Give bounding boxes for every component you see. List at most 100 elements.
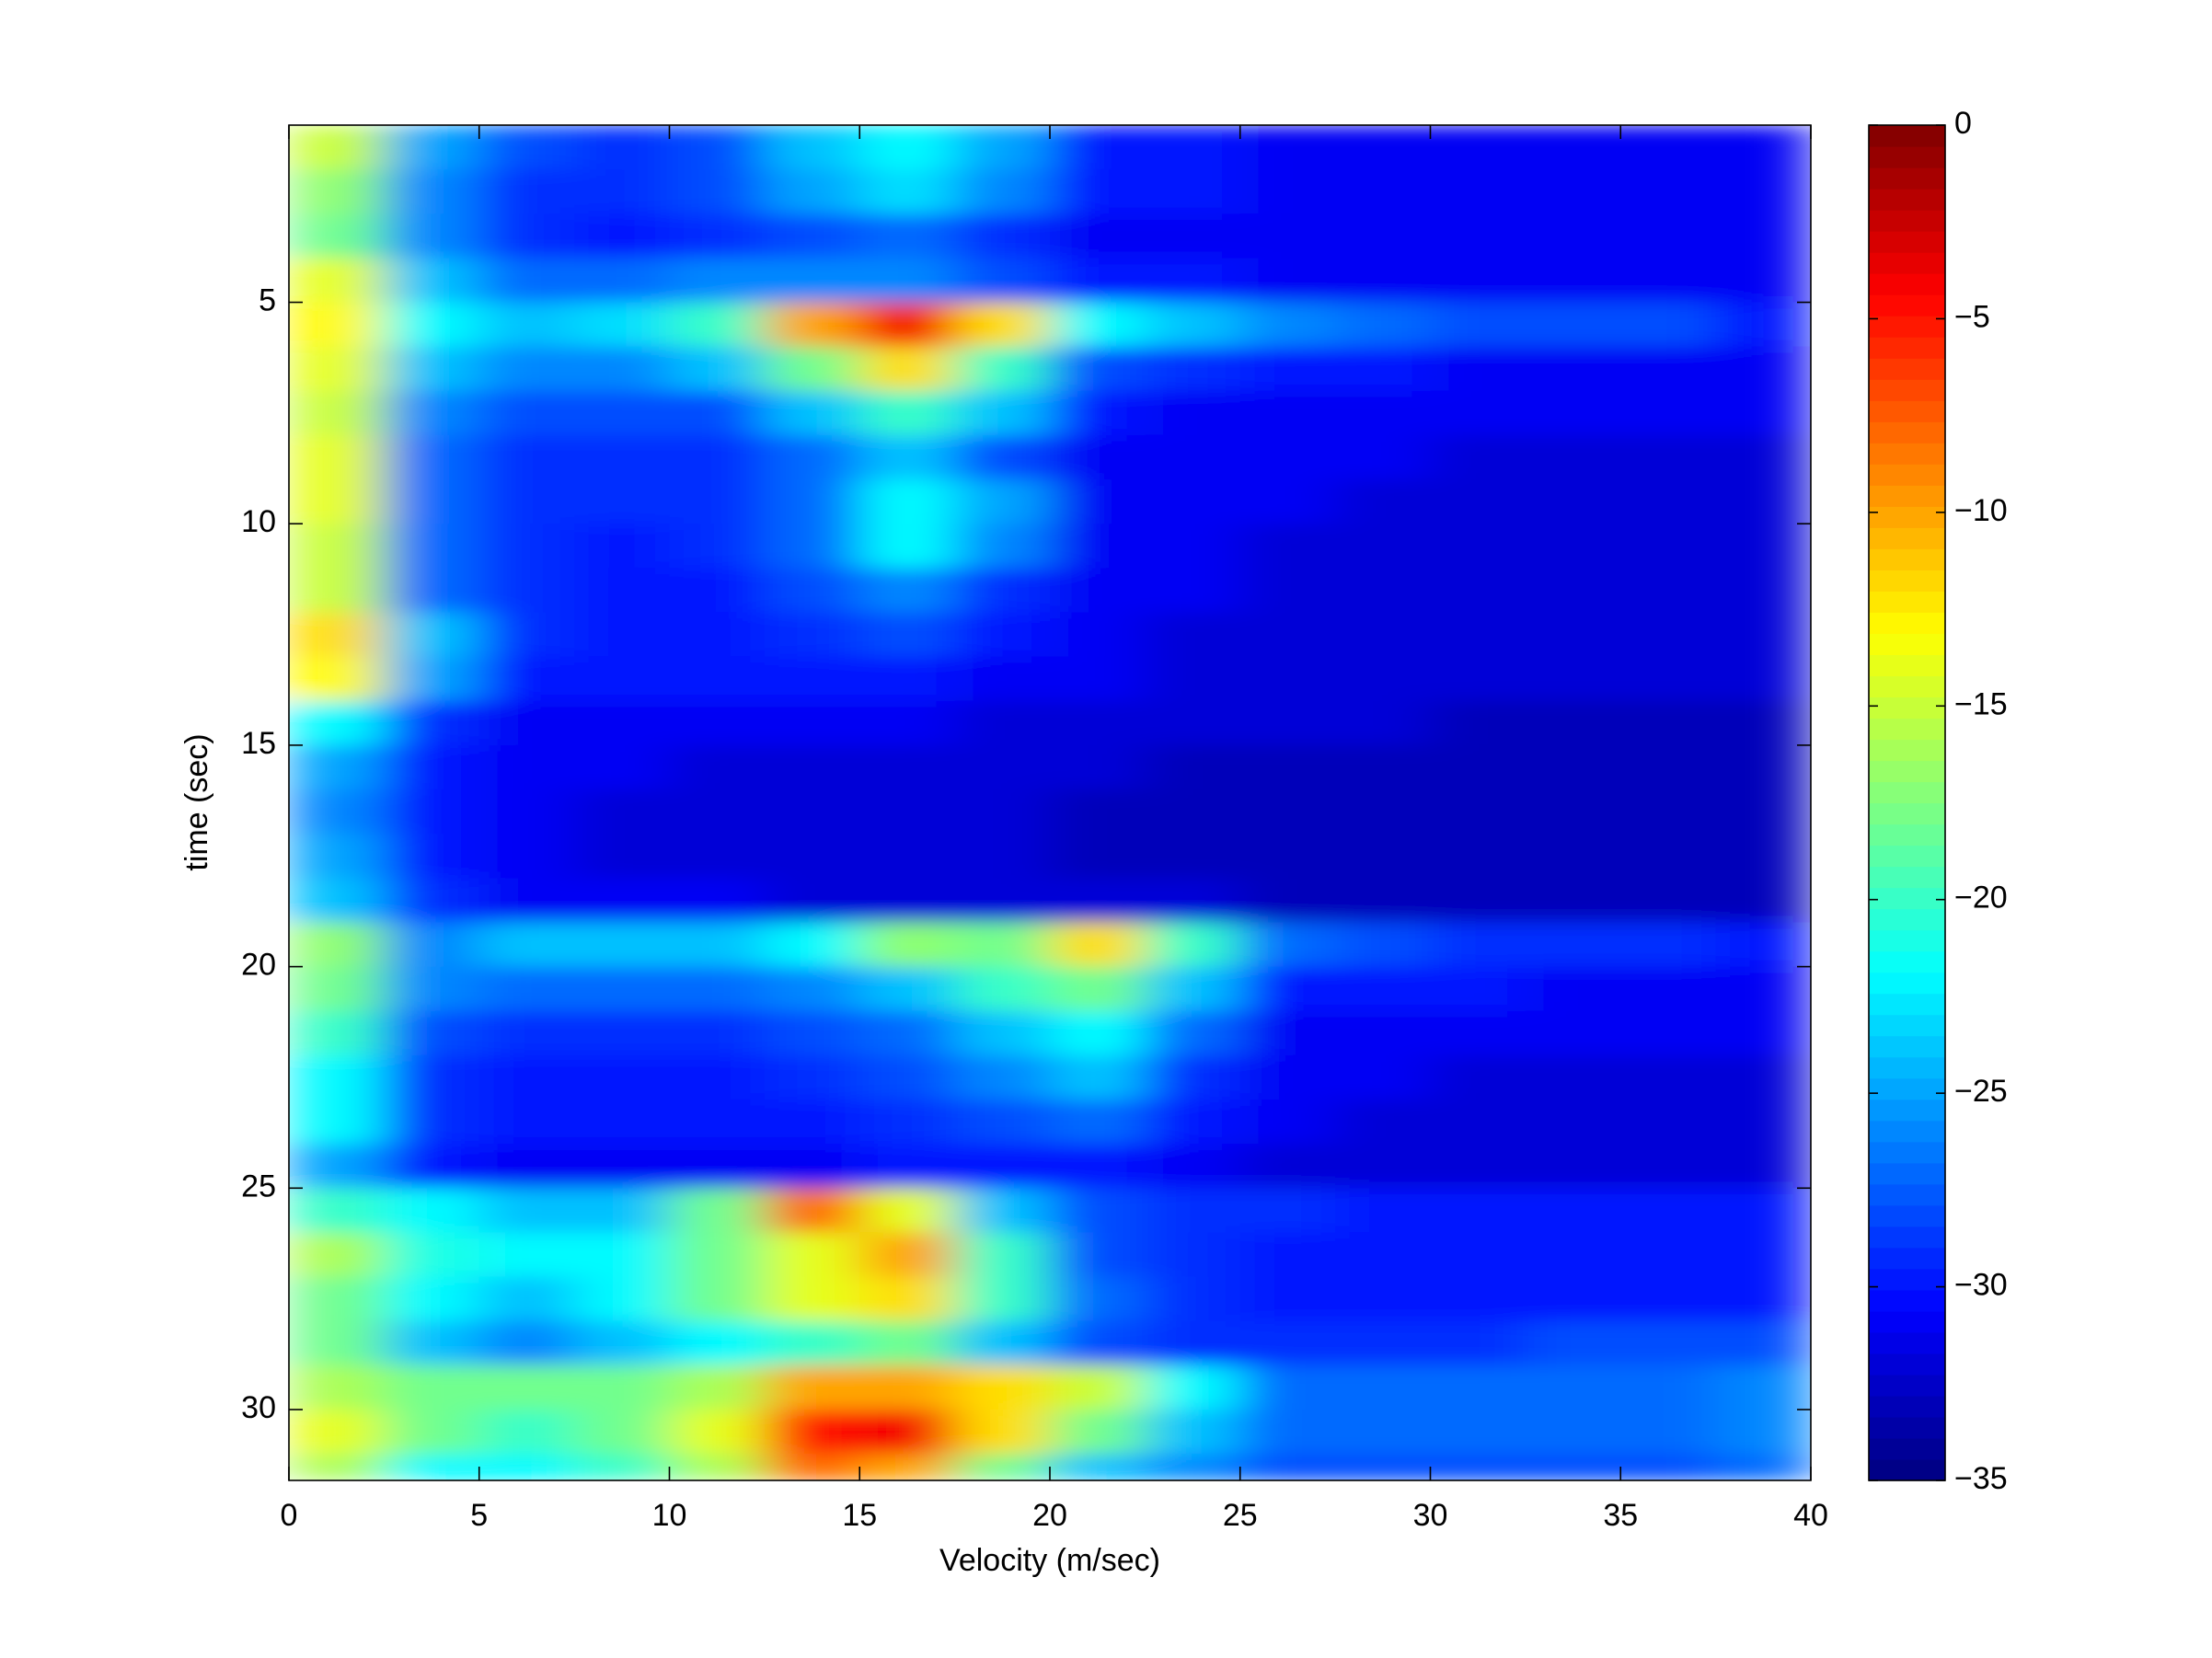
heatmap-cell bbox=[289, 479, 385, 524]
heatmap-cell bbox=[1239, 1454, 1336, 1480]
heatmap-cell bbox=[954, 744, 1051, 790]
colorbar-swatch bbox=[1869, 675, 1945, 698]
heatmap-cell bbox=[1620, 656, 1717, 702]
heatmap-cell bbox=[1430, 878, 1527, 924]
heatmap-cell bbox=[1239, 1144, 1336, 1189]
heatmap-cell bbox=[574, 922, 671, 968]
heatmap-cell bbox=[954, 125, 1051, 170]
colorbar-swatch bbox=[1869, 252, 1945, 274]
x-tick-label: 5 bbox=[470, 1498, 488, 1533]
heatmap-cell bbox=[478, 922, 575, 968]
heatmap-cell bbox=[1525, 1276, 1621, 1322]
heatmap-cell bbox=[669, 612, 766, 658]
heatmap-cell bbox=[1620, 1409, 1717, 1455]
heatmap-cell bbox=[859, 258, 956, 304]
colorbar-swatch bbox=[1869, 421, 1945, 443]
heatmap-cell bbox=[954, 1232, 1051, 1278]
heatmap-cell bbox=[764, 1454, 860, 1480]
heatmap-cell bbox=[669, 1320, 766, 1366]
heatmap-cell bbox=[669, 1232, 766, 1278]
heatmap-cell bbox=[289, 125, 385, 170]
heatmap-cell bbox=[574, 1010, 671, 1056]
heatmap-cell bbox=[1335, 966, 1432, 1012]
heatmap-cell bbox=[1145, 390, 1241, 436]
heatmap-cell bbox=[1430, 568, 1527, 614]
heatmap-cell bbox=[1430, 302, 1527, 348]
heatmap-cell bbox=[764, 125, 860, 170]
heatmap-cell bbox=[478, 125, 575, 170]
heatmap-cell bbox=[1050, 213, 1146, 259]
heatmap-cell bbox=[1525, 213, 1621, 259]
heatmap-cell bbox=[1335, 346, 1432, 392]
heatmap-cell bbox=[859, 922, 956, 968]
heatmap-cell bbox=[1525, 744, 1621, 790]
heatmap-cell bbox=[1525, 1409, 1621, 1455]
heatmap-cell bbox=[574, 1454, 671, 1480]
heatmap-cell bbox=[1430, 744, 1527, 790]
heatmap-cell bbox=[1335, 922, 1432, 968]
heatmap-cell bbox=[1430, 1320, 1527, 1366]
heatmap-cell bbox=[764, 213, 860, 259]
heatmap-cell bbox=[1620, 612, 1717, 658]
heatmap-cell bbox=[1145, 1232, 1241, 1278]
heatmap-cell bbox=[1050, 346, 1146, 392]
heatmap-cell bbox=[1239, 390, 1336, 436]
heatmap-cell bbox=[1715, 213, 1811, 259]
heatmap-cell bbox=[1239, 1100, 1336, 1145]
heatmap-cell bbox=[478, 700, 575, 746]
heatmap-cell bbox=[1335, 1454, 1432, 1480]
heatmap-cell bbox=[1145, 922, 1241, 968]
heatmap-cell bbox=[1715, 656, 1811, 702]
heatmap-cell bbox=[1525, 1320, 1621, 1366]
heatmap-cell bbox=[954, 834, 1051, 879]
heatmap-cell bbox=[384, 568, 480, 614]
heatmap-cell bbox=[669, 1454, 766, 1480]
heatmap-cell bbox=[859, 390, 956, 436]
heatmap-cell bbox=[478, 1100, 575, 1145]
heatmap-cell bbox=[859, 656, 956, 702]
colorbar-swatch bbox=[1869, 1416, 1945, 1439]
heatmap-cell bbox=[1145, 612, 1241, 658]
heatmap-cell bbox=[1715, 922, 1811, 968]
heatmap-cell bbox=[478, 258, 575, 304]
heatmap-cell bbox=[1239, 1232, 1336, 1278]
heatmap-cell bbox=[1145, 1454, 1241, 1480]
heatmap-cell bbox=[1239, 1054, 1336, 1100]
y-tick-label: 25 bbox=[241, 1169, 276, 1203]
heatmap-cell bbox=[1145, 568, 1241, 614]
heatmap-cell bbox=[764, 834, 860, 879]
heatmap-cell bbox=[1430, 1054, 1527, 1100]
heatmap-cell bbox=[384, 1100, 480, 1145]
heatmap-cell bbox=[1239, 922, 1336, 968]
heatmap-cell bbox=[669, 390, 766, 436]
heatmap-cell bbox=[1715, 744, 1811, 790]
heatmap-cell bbox=[478, 789, 575, 835]
heatmap-cell bbox=[859, 1232, 956, 1278]
heatmap-cell bbox=[669, 258, 766, 304]
colorbar-swatch bbox=[1869, 1353, 1945, 1376]
heatmap-cell bbox=[859, 966, 956, 1012]
heatmap-cell bbox=[764, 922, 860, 968]
colorbar-swatch bbox=[1869, 1162, 1945, 1185]
heatmap-cell bbox=[289, 1409, 385, 1455]
heatmap-cell bbox=[289, 612, 385, 658]
heatmap-cell bbox=[1335, 1054, 1432, 1100]
x-tick-label: 20 bbox=[1032, 1498, 1067, 1533]
colorbar-swatch bbox=[1869, 697, 1945, 720]
heatmap-cell bbox=[764, 1010, 860, 1056]
heatmap-cell bbox=[1239, 302, 1336, 348]
colorbar-swatch bbox=[1869, 146, 1945, 168]
colorbar-swatch bbox=[1869, 485, 1945, 507]
heatmap-cell bbox=[384, 1276, 480, 1322]
heatmap-cell bbox=[669, 1276, 766, 1322]
heatmap-cell bbox=[1335, 878, 1432, 924]
heatmap-cell bbox=[1715, 1100, 1811, 1145]
heatmap-cell bbox=[764, 1409, 860, 1455]
heatmap-cell bbox=[1239, 656, 1336, 702]
heatmap-cell bbox=[954, 1144, 1051, 1189]
heatmap-cell bbox=[1335, 302, 1432, 348]
heatmap-cell bbox=[669, 966, 766, 1012]
colorbar-swatch bbox=[1869, 294, 1945, 317]
heatmap-cell bbox=[1525, 789, 1621, 835]
heatmap-cell bbox=[1239, 125, 1336, 170]
